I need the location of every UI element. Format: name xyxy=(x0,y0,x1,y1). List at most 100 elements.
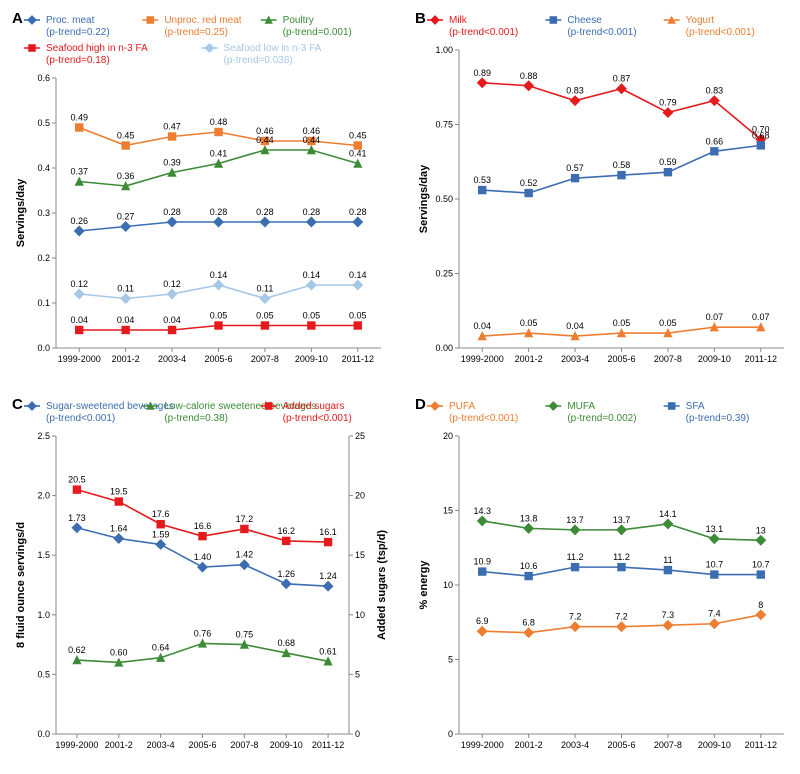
svg-text:8 fluid ounce servings/d: 8 fluid ounce servings/d xyxy=(15,522,27,648)
svg-text:0.59: 0.59 xyxy=(659,157,677,167)
svg-text:1999-2000: 1999-2000 xyxy=(461,354,504,364)
svg-text:Yogurt: Yogurt xyxy=(686,15,715,26)
svg-text:19.5: 19.5 xyxy=(110,487,128,497)
svg-text:0.04: 0.04 xyxy=(70,315,88,325)
svg-text:2011-12: 2011-12 xyxy=(745,354,777,364)
svg-text:10: 10 xyxy=(443,580,453,590)
svg-text:(p-trend<0.001): (p-trend<0.001) xyxy=(46,413,115,424)
svg-text:0.28: 0.28 xyxy=(256,207,274,217)
svg-text:Proc. meat: Proc. meat xyxy=(46,15,95,26)
chart-grid: A Proc. meat(p-trend=0.22)Unproc. red me… xyxy=(10,10,790,764)
svg-text:2005-6: 2005-6 xyxy=(188,740,216,750)
svg-text:15: 15 xyxy=(443,506,453,516)
svg-text:0.5: 0.5 xyxy=(37,669,50,679)
svg-text:0.11: 0.11 xyxy=(256,284,273,294)
svg-text:0.0: 0.0 xyxy=(37,729,50,739)
svg-text:0.1: 0.1 xyxy=(37,298,50,308)
svg-text:0.60: 0.60 xyxy=(110,647,128,657)
panel-A: A Proc. meat(p-trend=0.22)Unproc. red me… xyxy=(10,10,395,378)
svg-text:(p-trend=0.18): (p-trend=0.18) xyxy=(46,55,110,66)
panel-C: C Sugar-sweetened beverages(p-trend<0.00… xyxy=(10,396,395,764)
svg-text:13.7: 13.7 xyxy=(566,515,584,525)
svg-text:Unproc. red meat: Unproc. red meat xyxy=(164,15,241,26)
svg-text:13.1: 13.1 xyxy=(706,524,724,534)
svg-text:1999-2000: 1999-2000 xyxy=(461,740,504,750)
svg-text:6.9: 6.9 xyxy=(476,616,489,626)
panel-C-letter: C xyxy=(12,396,23,413)
svg-text:13.7: 13.7 xyxy=(613,515,631,525)
svg-text:0.00: 0.00 xyxy=(435,343,453,353)
svg-text:0.05: 0.05 xyxy=(520,318,538,328)
svg-text:7.3: 7.3 xyxy=(662,610,675,620)
svg-text:0: 0 xyxy=(355,729,360,739)
svg-text:0.50: 0.50 xyxy=(435,194,453,204)
svg-text:15: 15 xyxy=(355,550,365,560)
chart-B: Milk(p-trend<0.001)Cheese(p-trend<0.001)… xyxy=(413,10,798,378)
svg-text:2011-12: 2011-12 xyxy=(745,740,777,750)
svg-text:0.79: 0.79 xyxy=(659,98,677,108)
svg-text:1.59: 1.59 xyxy=(152,529,170,539)
svg-text:2007-8: 2007-8 xyxy=(654,354,682,364)
svg-text:0.04: 0.04 xyxy=(473,321,491,331)
svg-text:0.41: 0.41 xyxy=(210,149,228,159)
svg-text:0.39: 0.39 xyxy=(163,158,181,168)
svg-text:8: 8 xyxy=(758,600,763,610)
svg-text:SFA: SFA xyxy=(686,401,705,412)
svg-text:2003-4: 2003-4 xyxy=(147,740,175,750)
svg-text:2001-2: 2001-2 xyxy=(105,740,133,750)
svg-text:(p-trend=0.001): (p-trend=0.001) xyxy=(283,27,352,38)
svg-text:0.27: 0.27 xyxy=(117,212,135,222)
svg-text:(p-trend<0.001): (p-trend<0.001) xyxy=(567,27,636,38)
svg-text:Servings/day: Servings/day xyxy=(418,164,430,233)
svg-text:0.28: 0.28 xyxy=(163,207,181,217)
svg-text:7.2: 7.2 xyxy=(615,612,628,622)
svg-text:(p-trend<0.001): (p-trend<0.001) xyxy=(686,27,755,38)
svg-text:0.14: 0.14 xyxy=(210,270,228,280)
svg-text:0.75: 0.75 xyxy=(435,120,453,130)
svg-text:0.76: 0.76 xyxy=(194,628,212,638)
svg-text:0.05: 0.05 xyxy=(210,311,228,321)
svg-text:0.04: 0.04 xyxy=(566,321,584,331)
svg-text:14.1: 14.1 xyxy=(659,509,677,519)
svg-text:Added sugars (tsp/d): Added sugars (tsp/d) xyxy=(376,530,388,640)
chart-A: Proc. meat(p-trend=0.22)Unproc. red meat… xyxy=(10,10,395,378)
svg-text:10.9: 10.9 xyxy=(473,557,491,567)
svg-text:0.05: 0.05 xyxy=(659,318,677,328)
svg-text:0.6: 0.6 xyxy=(37,73,50,83)
svg-text:0.2: 0.2 xyxy=(37,253,50,263)
svg-text:0.5: 0.5 xyxy=(37,118,50,128)
svg-text:0.4: 0.4 xyxy=(37,163,50,173)
svg-text:1.00: 1.00 xyxy=(435,45,453,55)
svg-text:2009-10: 2009-10 xyxy=(698,354,731,364)
svg-text:(p-trend<0.001): (p-trend<0.001) xyxy=(449,413,518,424)
svg-text:Added sugars: Added sugars xyxy=(283,401,345,412)
svg-text:20: 20 xyxy=(443,431,453,441)
svg-text:1.73: 1.73 xyxy=(68,513,86,523)
svg-text:0.88: 0.88 xyxy=(520,71,538,81)
svg-text:0.36: 0.36 xyxy=(117,171,135,181)
svg-text:(p-trend<0.001): (p-trend<0.001) xyxy=(449,27,518,38)
svg-text:0.12: 0.12 xyxy=(70,279,88,289)
svg-text:0.25: 0.25 xyxy=(435,269,453,279)
svg-text:(p-trend=0.38): (p-trend=0.38) xyxy=(164,413,228,424)
svg-text:0.57: 0.57 xyxy=(566,163,584,173)
svg-text:MUFA: MUFA xyxy=(567,401,595,412)
panel-B: B Milk(p-trend<0.001)Cheese(p-trend<0.00… xyxy=(413,10,798,378)
svg-text:0.0: 0.0 xyxy=(37,343,50,353)
svg-text:1.24: 1.24 xyxy=(319,571,337,581)
svg-text:0.05: 0.05 xyxy=(349,311,367,321)
svg-text:1999-2000: 1999-2000 xyxy=(58,354,101,364)
svg-text:2011-12: 2011-12 xyxy=(342,354,374,364)
svg-text:2009-10: 2009-10 xyxy=(698,740,731,750)
svg-text:0.28: 0.28 xyxy=(210,207,228,217)
svg-text:0.45: 0.45 xyxy=(117,131,135,141)
svg-text:14.3: 14.3 xyxy=(473,506,491,516)
svg-text:0.12: 0.12 xyxy=(163,279,181,289)
svg-text:0.45: 0.45 xyxy=(349,131,367,141)
svg-text:20.5: 20.5 xyxy=(68,475,86,485)
svg-text:(p-trend=0.39): (p-trend=0.39) xyxy=(686,413,750,424)
svg-text:2003-4: 2003-4 xyxy=(561,740,589,750)
panel-D: D PUFA(p-trend<0.001)MUFA(p-trend=0.002)… xyxy=(413,396,798,764)
svg-text:0.26: 0.26 xyxy=(70,216,88,226)
svg-text:0.28: 0.28 xyxy=(303,207,321,217)
